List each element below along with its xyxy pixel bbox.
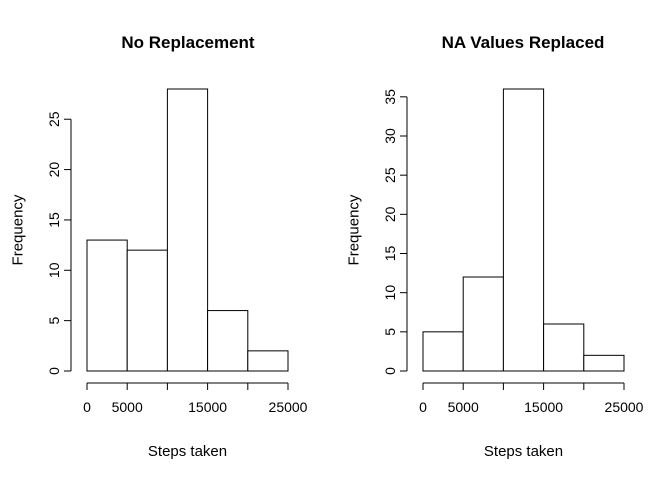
histogram-bar [166, 88, 209, 372]
chart-title: NA Values Replaced [442, 33, 605, 52]
y-tick-label: 30 [382, 128, 398, 144]
y-axis-label: Frequency [346, 194, 363, 265]
y-tick-label: 10 [382, 285, 398, 301]
y-tick-label: 10 [46, 262, 62, 278]
x-tick-label: 25000 [269, 399, 308, 415]
y-axis-label: Frequency [10, 194, 27, 265]
histogram-bar [583, 354, 625, 372]
y-tick-label: 15 [46, 212, 62, 228]
histogram-bar [543, 323, 585, 372]
y-tick-label: 5 [382, 328, 398, 336]
histogram-panel-left: No Replacement 0 5 10 15 20 25 0 5000 15000 25000 S… [10, 33, 308, 460]
y-tick-label: 0 [46, 367, 62, 375]
y-tick-label: 15 [382, 246, 398, 262]
histogram-bar [462, 276, 504, 372]
x-tick-label: 5000 [112, 399, 143, 415]
y-tick-label: 20 [46, 162, 62, 178]
chart-title: No Replacement [121, 33, 255, 52]
histogram-bar [207, 310, 249, 372]
y-tick-label: 25 [382, 167, 398, 183]
y-tick-label: 35 [382, 89, 398, 105]
histogram-bar [126, 249, 168, 372]
x-tick-label: 15000 [524, 399, 563, 415]
histogram-bar [502, 88, 545, 372]
x-tick-label: 25000 [605, 399, 644, 415]
y-tick-label: 20 [382, 206, 398, 222]
x-tick-label: 5000 [448, 399, 479, 415]
y-tick-label: 25 [46, 111, 62, 127]
x-tick-label: 0 [419, 399, 427, 415]
x-axis-label: Steps taken [148, 443, 227, 460]
x-tick-label: 15000 [188, 399, 227, 415]
y-tick-label: 0 [382, 367, 398, 375]
histogram-bar [86, 239, 128, 372]
y-tick-label: 5 [46, 317, 62, 325]
histogram-bar [247, 350, 289, 372]
x-tick-label: 0 [83, 399, 91, 415]
histogram-panel-right: NA Values Replaced 0 5 10 15 20 25 30 35 0 5000 150… [346, 33, 644, 460]
histogram-bar [422, 331, 464, 372]
x-axis-label: Steps taken [484, 443, 563, 460]
